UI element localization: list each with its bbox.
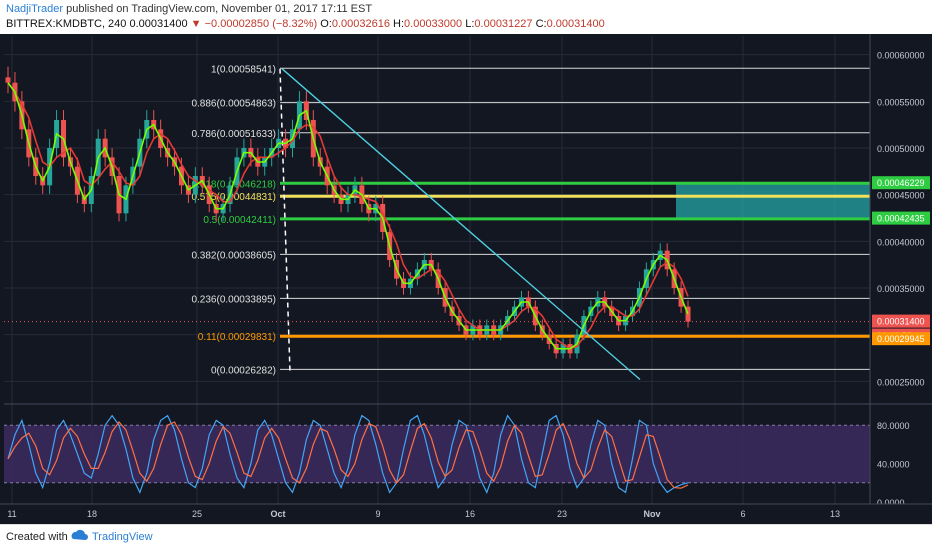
time-tick-label: Oct [270, 509, 285, 519]
time-tick-label: 9 [375, 509, 380, 519]
publish-info: published on TradingView.com, November 0… [66, 3, 373, 15]
fib-label: 0.5(0.00042411) [203, 215, 276, 226]
price-tag-box [872, 211, 930, 225]
ma-slow-line [7, 82, 689, 350]
fib-label: 0.886(0.00054863) [191, 99, 276, 110]
time-tick-label: 11 [7, 509, 16, 519]
time-axis-bg [0, 504, 932, 524]
price-tag-label: 0.00042435 [877, 214, 925, 224]
time-tick-label: 23 [557, 509, 567, 519]
fib-label: 0.11(0.00029831) [198, 332, 276, 343]
created-with-label: Created with [6, 531, 68, 543]
fib-label: 0.382(0.00038605) [191, 250, 276, 261]
price-tag-label: 0.00029945 [877, 334, 925, 344]
target-zone [676, 183, 870, 219]
stoch-tick-label: 80.0000 [877, 421, 910, 431]
stoch-tick-label: 40.0000 [877, 460, 910, 470]
price-tick-label: 0.00060000 [877, 51, 925, 61]
fib-label: 0.236(0.00033895) [191, 294, 276, 305]
ma-fast-line [7, 82, 689, 350]
price-tick-label: 0.00035000 [877, 284, 925, 294]
price-tick-label: 0.00055000 [877, 97, 925, 107]
price-change: ▼ −0.00002850 (−8.32%) [190, 18, 318, 30]
high-label: H: [393, 18, 405, 30]
price-tag-label: 0.00046229 [877, 178, 925, 188]
quote-line: BITTREX:KMDBTC, 240 0.00031400 ▼ −0.0000… [6, 18, 605, 30]
price-tick-label: 0.00040000 [877, 237, 925, 247]
price-tags: 0.000462290.000424350.0003140001:48:530.… [872, 176, 930, 346]
chart-area[interactable]: 1(0.00058541) 0.886(0.00054863) 0.786(0.00… [0, 34, 932, 524]
stoch-k-line [7, 414, 689, 494]
high-value: 0.00033000 [404, 18, 463, 30]
stoch-d-line [7, 421, 689, 489]
footer: Created with TradingView [0, 524, 932, 551]
price-tick-label: 0.00050000 [877, 144, 925, 154]
candle-body [5, 77, 11, 83]
target-box [676, 183, 870, 219]
price-tick-label: 0.00025000 [877, 377, 925, 387]
tradingview-logo-icon[interactable] [70, 529, 88, 543]
author-link[interactable]: NadjiTrader [6, 3, 64, 15]
low-label: L: [465, 18, 475, 30]
time-tick-label: 16 [465, 509, 475, 519]
descending-trendline [281, 68, 641, 380]
time-tick-label: 18 [87, 509, 97, 519]
close-value: 0.00031400 [546, 18, 605, 30]
price-tick-label: 0.00045000 [877, 191, 925, 201]
chart-svg[interactable]: 1(0.00058541) 0.886(0.00054863) 0.786(0.00… [0, 34, 932, 524]
fib-label: 1(0.00058541) [211, 64, 276, 75]
tradingview-brand-link[interactable]: TradingView [92, 531, 153, 543]
stochastic-panel: 80.0000 40.0000 0.0000 [4, 403, 932, 508]
trendline [4, 68, 870, 380]
time-tick-label: 13 [830, 509, 840, 519]
stoch-tick-label: 0.0000 [877, 498, 905, 508]
open-label: O: [320, 18, 332, 30]
time-axis[interactable]: 11 18 25 Oct 9 16 23 Nov 6 13 [0, 503, 932, 524]
close-label: C: [535, 18, 547, 30]
price-tag-box [872, 176, 930, 190]
low-value: 0.00031227 [474, 18, 533, 30]
fib-label: 0.786(0.00051633) [191, 129, 276, 140]
fib-label: 0(0.00026282) [211, 365, 276, 376]
last-price: 0.00031400 [129, 18, 188, 30]
time-tick-label: 25 [192, 509, 202, 519]
price-tag-label: 0.00031400 [877, 317, 925, 327]
price-tag-box [872, 332, 930, 346]
price-tag-box [872, 314, 930, 328]
fib-label: 0.575(0.00044831) [191, 192, 276, 203]
chart-header: NadjiTrader published on TradingView.com… [0, 0, 932, 34]
candle-body [685, 306, 691, 322]
moving-averages [7, 82, 689, 350]
publish-line: NadjiTrader published on TradingView.com… [6, 3, 372, 15]
stoch-band [4, 425, 870, 483]
symbol-label: BITTREX:KMDBTC, 240 [6, 18, 127, 30]
open-value: 0.00032616 [331, 18, 390, 30]
time-tick-label: 6 [740, 509, 745, 519]
time-tick-label: Nov [643, 509, 660, 519]
